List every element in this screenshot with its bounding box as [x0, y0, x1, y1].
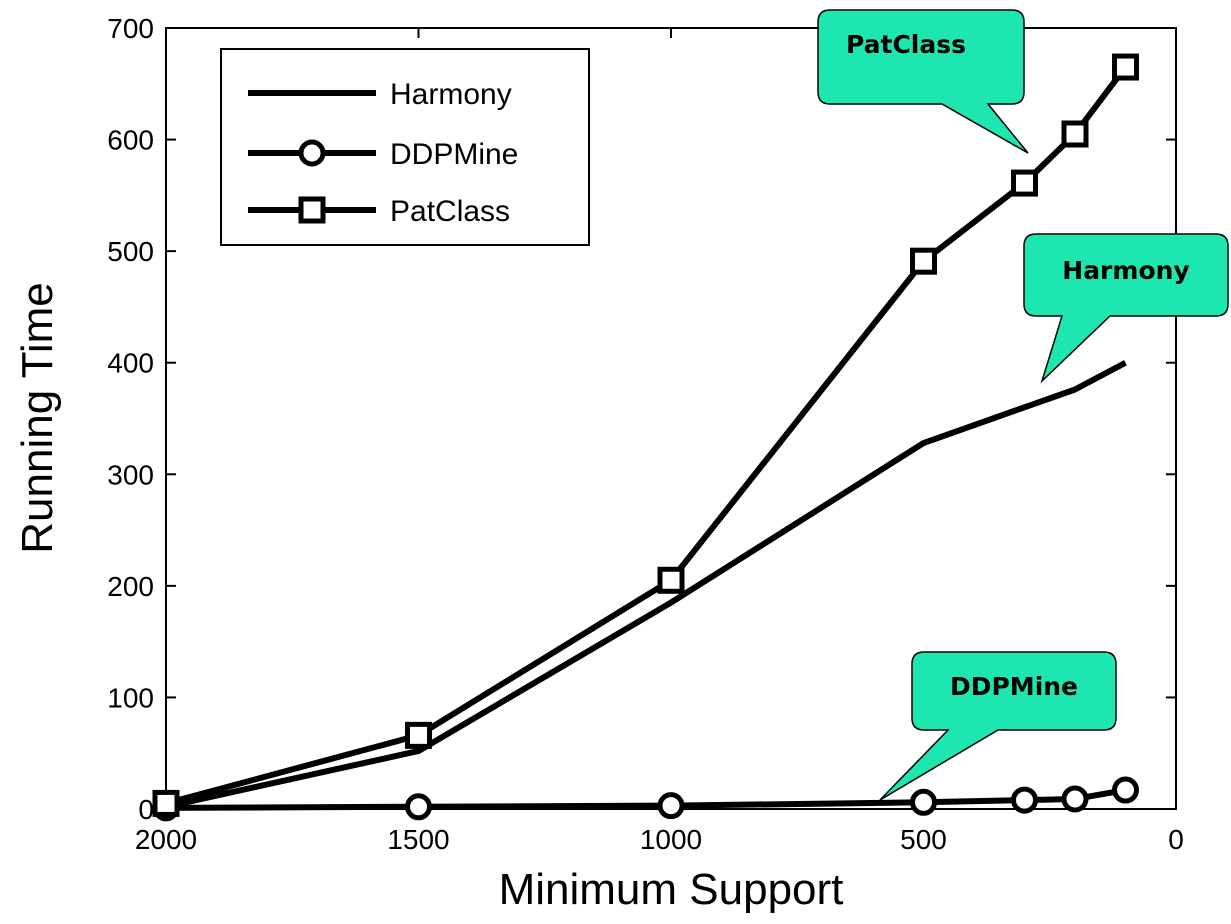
legend-label-harmony: Harmony	[390, 78, 512, 111]
y-tick-label: 500	[107, 236, 154, 267]
y-tick-label: 600	[107, 125, 154, 156]
x-tick-label: 2000	[135, 824, 197, 855]
series-markers	[152, 53, 1139, 822]
callout-harmony: Harmony	[1023, 233, 1229, 384]
data-point-patclass	[910, 247, 937, 275]
series-line-ddpmine	[165, 787, 1127, 811]
x-axis-title: Minimum Support	[499, 865, 844, 914]
data-point-patclass	[152, 789, 180, 817]
legend-label-patclass: PatClass	[390, 195, 510, 228]
data-point-ddpmine	[657, 792, 685, 820]
callout-harmony-bubble	[1023, 233, 1229, 384]
data-point-ddpmine	[405, 793, 432, 821]
callout-ddpmine-bubble	[879, 651, 1117, 801]
y-axis-title: Running Time	[13, 282, 62, 553]
legend-entries: Harmony DDPMine PatClass	[248, 78, 518, 228]
data-point-ddpmine	[1011, 786, 1038, 814]
data-point-patclass	[405, 721, 432, 749]
y-tick-label: 400	[107, 348, 154, 379]
x-tick-label: 0	[1168, 824, 1184, 855]
data-point-patclass	[1112, 53, 1139, 81]
callout-patclass-bubble	[817, 9, 1029, 154]
series-line-harmony	[165, 360, 1127, 810]
y-tick-label: 0	[138, 794, 154, 825]
x-tick-label: 1000	[640, 824, 702, 855]
y-tick-labels: 0 100 200 300 400 500 600 700	[107, 13, 154, 825]
data-point-ddpmine	[1061, 785, 1089, 813]
callout-ddpmine: DDPMine	[879, 651, 1117, 801]
y-tick-label: 200	[107, 571, 154, 602]
x-tick-label: 500	[900, 824, 947, 855]
legend-marker-patclass	[298, 196, 326, 224]
y-tick-label: 300	[107, 459, 154, 490]
data-point-ddpmine	[910, 788, 937, 816]
legend-label-ddpmine: DDPMine	[390, 138, 518, 171]
callout-harmony-text: Harmony	[1062, 256, 1189, 285]
x-tick-labels: 2000 1500 1000 500 0	[135, 824, 1184, 855]
data-point-ddpmine	[1112, 776, 1139, 804]
y-tick-label: 100	[107, 682, 154, 713]
data-point-patclass	[1011, 169, 1038, 197]
callout-ddpmine-text: DDPMine	[950, 672, 1078, 701]
y-tick-label: 700	[107, 13, 154, 44]
legend: Harmony DDPMine PatClass	[220, 48, 590, 246]
callout-patclass-text: PatClass	[846, 30, 966, 59]
legend-marker-ddpmine	[298, 139, 326, 167]
data-point-patclass	[657, 566, 685, 594]
callout-patclass: PatClass	[817, 9, 1029, 154]
data-point-patclass	[1061, 120, 1089, 148]
x-tick-label: 1500	[387, 824, 449, 855]
